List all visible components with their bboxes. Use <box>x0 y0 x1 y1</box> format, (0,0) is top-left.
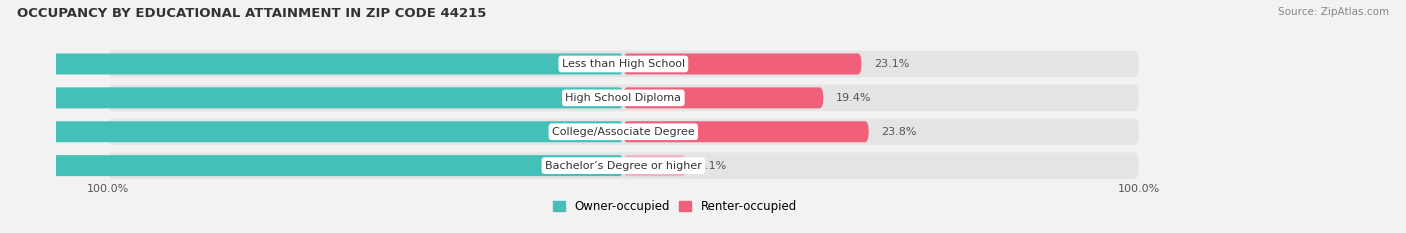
FancyBboxPatch shape <box>623 155 686 176</box>
Text: High School Diploma: High School Diploma <box>565 93 682 103</box>
FancyBboxPatch shape <box>623 87 824 108</box>
FancyBboxPatch shape <box>623 121 869 142</box>
FancyBboxPatch shape <box>108 85 1139 111</box>
Text: 23.1%: 23.1% <box>875 59 910 69</box>
Text: College/Associate Degree: College/Associate Degree <box>553 127 695 137</box>
FancyBboxPatch shape <box>0 87 623 108</box>
FancyBboxPatch shape <box>0 53 623 75</box>
Text: Source: ZipAtlas.com: Source: ZipAtlas.com <box>1278 7 1389 17</box>
Text: 100.0%: 100.0% <box>87 184 129 194</box>
FancyBboxPatch shape <box>108 152 1139 179</box>
Text: 6.1%: 6.1% <box>699 161 727 171</box>
Text: OCCUPANCY BY EDUCATIONAL ATTAINMENT IN ZIP CODE 44215: OCCUPANCY BY EDUCATIONAL ATTAINMENT IN Z… <box>17 7 486 20</box>
Text: 19.4%: 19.4% <box>835 93 872 103</box>
FancyBboxPatch shape <box>108 51 1139 77</box>
Text: 23.8%: 23.8% <box>882 127 917 137</box>
FancyBboxPatch shape <box>108 119 1139 145</box>
Text: Bachelor’s Degree or higher: Bachelor’s Degree or higher <box>546 161 702 171</box>
Text: Less than High School: Less than High School <box>562 59 685 69</box>
FancyBboxPatch shape <box>0 121 623 142</box>
Text: 100.0%: 100.0% <box>1118 184 1160 194</box>
Legend: Owner-occupied, Renter-occupied: Owner-occupied, Renter-occupied <box>548 195 801 218</box>
FancyBboxPatch shape <box>623 53 862 75</box>
FancyBboxPatch shape <box>0 155 623 176</box>
